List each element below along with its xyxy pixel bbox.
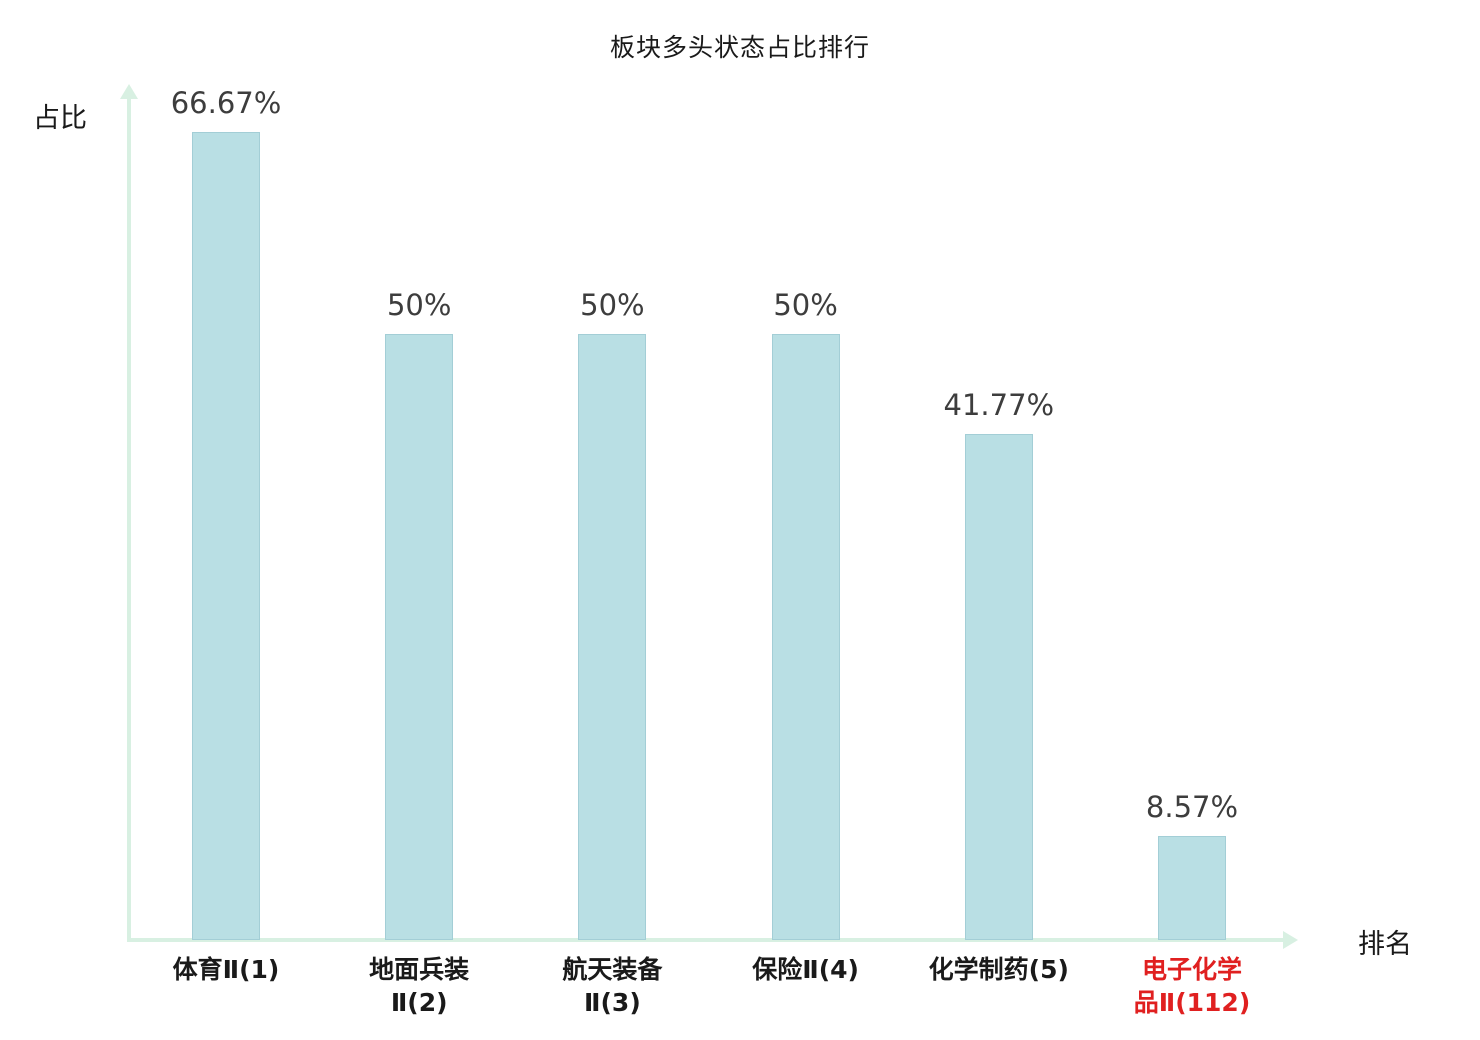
bar: [578, 334, 647, 940]
bar-value-label: 50%: [580, 288, 645, 323]
bar-value-label: 50%: [386, 288, 452, 323]
x-axis-label: 排名: [1358, 929, 1412, 960]
bar-value-label: 50%: [773, 288, 838, 323]
category-label: 地面兵装 Ⅱ(2): [369, 955, 470, 1017]
category-label: 电子化学 品Ⅱ(112): [1133, 955, 1251, 1017]
bar: [771, 334, 840, 940]
category-label: 化学制药(5): [928, 955, 1069, 984]
y-axis-label: 占比: [33, 103, 87, 134]
bar: [1158, 836, 1226, 940]
x-axis-arrowhead: [1283, 931, 1298, 949]
category-label: 体育Ⅱ(1): [172, 955, 280, 984]
y-axis-line: [127, 96, 131, 942]
chart-title: 板块多头状态占比排行: [609, 33, 870, 62]
x-axis-line: [127, 938, 1285, 942]
bar-value-label: 41.77%: [943, 387, 1055, 422]
category-label: 保险Ⅱ(4): [752, 955, 859, 984]
bar: [964, 433, 1033, 940]
category-label: 航天装备 Ⅱ(3): [562, 955, 663, 1017]
y-axis-arrowhead: [120, 84, 138, 99]
bar: [192, 132, 260, 940]
bar-value-label: 66.67%: [170, 86, 282, 120]
bar: [385, 334, 454, 940]
bar-value-label: 8.57%: [1145, 790, 1239, 825]
